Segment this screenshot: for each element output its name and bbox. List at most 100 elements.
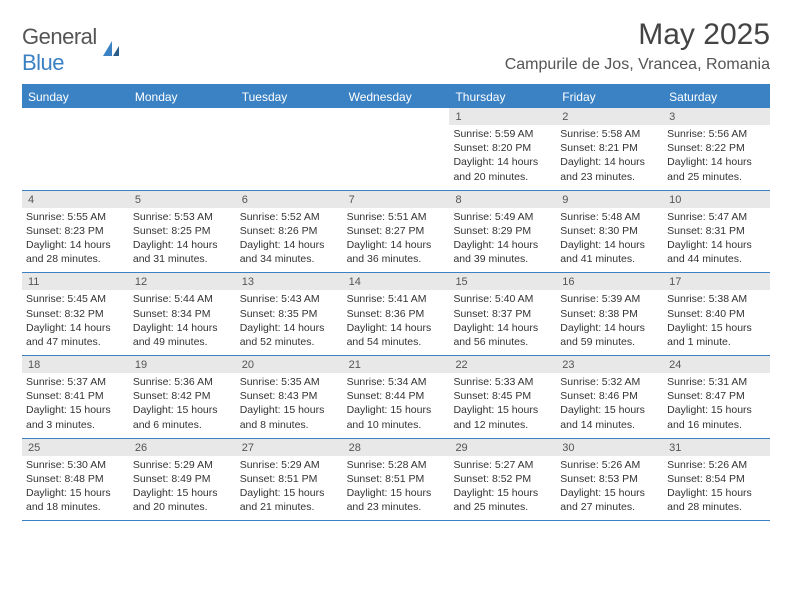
day-body: Sunrise: 5:49 AMSunset: 8:29 PMDaylight:… <box>449 208 556 273</box>
sunset-text: Sunset: 8:27 PM <box>347 224 446 238</box>
day-body: Sunrise: 5:43 AMSunset: 8:35 PMDaylight:… <box>236 290 343 355</box>
day-body: Sunrise: 5:41 AMSunset: 8:36 PMDaylight:… <box>343 290 450 355</box>
sunset-text: Sunset: 8:48 PM <box>26 472 125 486</box>
day-number: 31 <box>663 439 770 456</box>
daylight-text: Daylight: 15 hours and 12 minutes. <box>453 403 552 431</box>
day-body: Sunrise: 5:34 AMSunset: 8:44 PMDaylight:… <box>343 373 450 438</box>
day-cell: 25Sunrise: 5:30 AMSunset: 8:48 PMDayligh… <box>22 439 129 521</box>
sunset-text: Sunset: 8:45 PM <box>453 389 552 403</box>
day-number: 23 <box>556 356 663 373</box>
day-cell: 6Sunrise: 5:52 AMSunset: 8:26 PMDaylight… <box>236 191 343 273</box>
daylight-text: Daylight: 14 hours and 59 minutes. <box>560 321 659 349</box>
week-row: 18Sunrise: 5:37 AMSunset: 8:41 PMDayligh… <box>22 356 770 439</box>
daylight-text: Daylight: 15 hours and 18 minutes. <box>26 486 125 514</box>
sunset-text: Sunset: 8:38 PM <box>560 307 659 321</box>
daylight-text: Daylight: 14 hours and 47 minutes. <box>26 321 125 349</box>
day-body: Sunrise: 5:48 AMSunset: 8:30 PMDaylight:… <box>556 208 663 273</box>
daylight-text: Daylight: 15 hours and 23 minutes. <box>347 486 446 514</box>
daylight-text: Daylight: 15 hours and 16 minutes. <box>667 403 766 431</box>
day-cell <box>22 108 129 190</box>
sunrise-text: Sunrise: 5:26 AM <box>560 458 659 472</box>
day-number: 1 <box>449 108 556 125</box>
daylight-text: Daylight: 14 hours and 39 minutes. <box>453 238 552 266</box>
sunset-text: Sunset: 8:22 PM <box>667 141 766 155</box>
sunrise-text: Sunrise: 5:33 AM <box>453 375 552 389</box>
sunrise-text: Sunrise: 5:55 AM <box>26 210 125 224</box>
dow-wednesday: Wednesday <box>343 90 450 104</box>
day-body: Sunrise: 5:27 AMSunset: 8:52 PMDaylight:… <box>449 456 556 521</box>
day-number: 19 <box>129 356 236 373</box>
day-of-week-row: Sunday Monday Tuesday Wednesday Thursday… <box>22 86 770 108</box>
sunset-text: Sunset: 8:23 PM <box>26 224 125 238</box>
day-number: 3 <box>663 108 770 125</box>
sunrise-text: Sunrise: 5:43 AM <box>240 292 339 306</box>
day-number: 29 <box>449 439 556 456</box>
day-number: 6 <box>236 191 343 208</box>
day-number: 7 <box>343 191 450 208</box>
daylight-text: Daylight: 15 hours and 28 minutes. <box>667 486 766 514</box>
day-body: Sunrise: 5:29 AMSunset: 8:49 PMDaylight:… <box>129 456 236 521</box>
daylight-text: Daylight: 15 hours and 21 minutes. <box>240 486 339 514</box>
day-cell: 23Sunrise: 5:32 AMSunset: 8:46 PMDayligh… <box>556 356 663 438</box>
day-body: Sunrise: 5:35 AMSunset: 8:43 PMDaylight:… <box>236 373 343 438</box>
day-cell: 9Sunrise: 5:48 AMSunset: 8:30 PMDaylight… <box>556 191 663 273</box>
sunset-text: Sunset: 8:43 PM <box>240 389 339 403</box>
day-cell: 18Sunrise: 5:37 AMSunset: 8:41 PMDayligh… <box>22 356 129 438</box>
daylight-text: Daylight: 14 hours and 41 minutes. <box>560 238 659 266</box>
day-cell: 12Sunrise: 5:44 AMSunset: 8:34 PMDayligh… <box>129 273 236 355</box>
day-number: 5 <box>129 191 236 208</box>
logo: General Blue <box>22 24 122 76</box>
daylight-text: Daylight: 15 hours and 25 minutes. <box>453 486 552 514</box>
day-body: Sunrise: 5:40 AMSunset: 8:37 PMDaylight:… <box>449 290 556 355</box>
day-number: 17 <box>663 273 770 290</box>
sunrise-text: Sunrise: 5:35 AM <box>240 375 339 389</box>
sunrise-text: Sunrise: 5:47 AM <box>667 210 766 224</box>
day-body: Sunrise: 5:59 AMSunset: 8:20 PMDaylight:… <box>449 125 556 190</box>
sunset-text: Sunset: 8:52 PM <box>453 472 552 486</box>
sunset-text: Sunset: 8:37 PM <box>453 307 552 321</box>
day-body: Sunrise: 5:58 AMSunset: 8:21 PMDaylight:… <box>556 125 663 190</box>
day-number: 12 <box>129 273 236 290</box>
sunrise-text: Sunrise: 5:34 AM <box>347 375 446 389</box>
sunset-text: Sunset: 8:51 PM <box>240 472 339 486</box>
day-body: Sunrise: 5:30 AMSunset: 8:48 PMDaylight:… <box>22 456 129 521</box>
day-cell: 20Sunrise: 5:35 AMSunset: 8:43 PMDayligh… <box>236 356 343 438</box>
day-body: Sunrise: 5:28 AMSunset: 8:51 PMDaylight:… <box>343 456 450 521</box>
sunrise-text: Sunrise: 5:36 AM <box>133 375 232 389</box>
sunset-text: Sunset: 8:41 PM <box>26 389 125 403</box>
daylight-text: Daylight: 14 hours and 34 minutes. <box>240 238 339 266</box>
daylight-text: Daylight: 14 hours and 52 minutes. <box>240 321 339 349</box>
day-cell: 5Sunrise: 5:53 AMSunset: 8:25 PMDaylight… <box>129 191 236 273</box>
sunset-text: Sunset: 8:20 PM <box>453 141 552 155</box>
day-body: Sunrise: 5:55 AMSunset: 8:23 PMDaylight:… <box>22 208 129 273</box>
sunrise-text: Sunrise: 5:29 AM <box>133 458 232 472</box>
daylight-text: Daylight: 14 hours and 23 minutes. <box>560 155 659 183</box>
sunrise-text: Sunrise: 5:51 AM <box>347 210 446 224</box>
day-number: 25 <box>22 439 129 456</box>
day-number <box>236 108 343 125</box>
sunrise-text: Sunrise: 5:52 AM <box>240 210 339 224</box>
sunrise-text: Sunrise: 5:44 AM <box>133 292 232 306</box>
sunrise-text: Sunrise: 5:48 AM <box>560 210 659 224</box>
week-row: 4Sunrise: 5:55 AMSunset: 8:23 PMDaylight… <box>22 191 770 274</box>
sunset-text: Sunset: 8:47 PM <box>667 389 766 403</box>
week-row: 25Sunrise: 5:30 AMSunset: 8:48 PMDayligh… <box>22 439 770 522</box>
day-number: 4 <box>22 191 129 208</box>
sunset-text: Sunset: 8:36 PM <box>347 307 446 321</box>
day-body: Sunrise: 5:51 AMSunset: 8:27 PMDaylight:… <box>343 208 450 273</box>
day-number: 8 <box>449 191 556 208</box>
day-cell: 22Sunrise: 5:33 AMSunset: 8:45 PMDayligh… <box>449 356 556 438</box>
sunset-text: Sunset: 8:42 PM <box>133 389 232 403</box>
day-body: Sunrise: 5:29 AMSunset: 8:51 PMDaylight:… <box>236 456 343 521</box>
sunrise-text: Sunrise: 5:56 AM <box>667 127 766 141</box>
day-number: 11 <box>22 273 129 290</box>
dow-tuesday: Tuesday <box>236 90 343 104</box>
sunset-text: Sunset: 8:32 PM <box>26 307 125 321</box>
sunrise-text: Sunrise: 5:40 AM <box>453 292 552 306</box>
logo-text-1: General <box>22 24 97 49</box>
daylight-text: Daylight: 15 hours and 3 minutes. <box>26 403 125 431</box>
day-cell: 21Sunrise: 5:34 AMSunset: 8:44 PMDayligh… <box>343 356 450 438</box>
daylight-text: Daylight: 15 hours and 27 minutes. <box>560 486 659 514</box>
sunrise-text: Sunrise: 5:32 AM <box>560 375 659 389</box>
sunrise-text: Sunrise: 5:39 AM <box>560 292 659 306</box>
